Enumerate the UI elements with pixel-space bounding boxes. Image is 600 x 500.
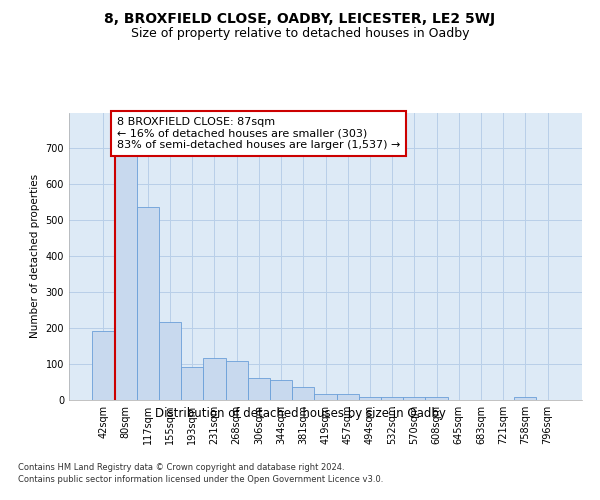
Bar	[403, 397, 425, 400]
Y-axis label: Number of detached properties: Number of detached properties	[30, 174, 40, 338]
Text: Contains public sector information licensed under the Open Government Licence v3: Contains public sector information licen…	[18, 475, 383, 484]
Bar	[425, 397, 448, 400]
Bar	[137, 207, 159, 400]
Bar	[359, 397, 381, 400]
Text: 8, BROXFIELD CLOSE, OADBY, LEICESTER, LE2 5WJ: 8, BROXFIELD CLOSE, OADBY, LEICESTER, LE…	[104, 12, 496, 26]
Text: Contains HM Land Registry data © Crown copyright and database right 2024.: Contains HM Land Registry data © Crown c…	[18, 462, 344, 471]
Bar	[314, 394, 337, 400]
Bar	[270, 380, 292, 400]
Bar	[514, 397, 536, 400]
Text: 8 BROXFIELD CLOSE: 87sqm
← 16% of detached houses are smaller (303)
83% of semi-: 8 BROXFIELD CLOSE: 87sqm ← 16% of detach…	[117, 117, 400, 150]
Bar	[337, 394, 359, 400]
Bar	[292, 388, 314, 400]
Bar	[203, 358, 226, 400]
Bar	[226, 361, 248, 400]
Bar	[159, 322, 181, 400]
Bar	[248, 378, 270, 400]
Bar	[92, 331, 115, 400]
Text: Distribution of detached houses by size in Oadby: Distribution of detached houses by size …	[155, 408, 445, 420]
Bar	[381, 397, 403, 400]
Bar	[115, 145, 137, 400]
Bar	[181, 366, 203, 400]
Text: Size of property relative to detached houses in Oadby: Size of property relative to detached ho…	[131, 28, 469, 40]
